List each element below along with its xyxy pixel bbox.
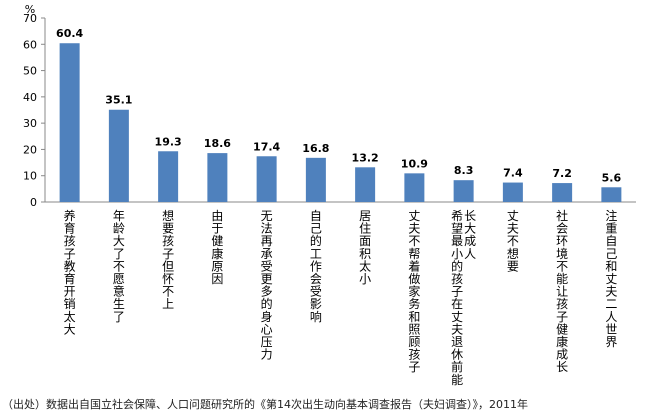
category-label: 丈夫不帮着做家务和照顾孩子 (408, 209, 420, 374)
category-label: 丈夫不想要 (507, 209, 519, 273)
y-tick-label: 20 (23, 143, 37, 156)
category-label: 社会环境不能让孩子健康成长 (556, 208, 568, 374)
y-axis-unit: % (25, 3, 35, 16)
y-tick-label: 70 (23, 12, 37, 25)
bar (355, 167, 376, 202)
bar (305, 157, 326, 202)
bars (59, 43, 622, 203)
data-label: 18.6 (204, 137, 231, 150)
data-label: 17.4 (253, 140, 280, 153)
category-label: 年龄大了不愿意生了 (113, 209, 125, 324)
data-label: 19.3 (155, 135, 182, 148)
y-tick-label: 40 (23, 91, 37, 104)
bar (502, 182, 523, 202)
category-label: 居住面积太小 (359, 209, 371, 286)
category-label: 由于健康原因 (211, 209, 223, 286)
category-label: 想要孩子但怀不上 (162, 208, 174, 311)
y-tick-label: 60 (23, 38, 37, 51)
data-label: 5.6 (602, 171, 622, 184)
bar (158, 151, 179, 202)
category-label: 养育孩子教育开销太大 (64, 208, 76, 336)
category-label: 无法再承受更多的身心压力 (261, 209, 273, 362)
data-label: 13.2 (352, 151, 379, 164)
bar (59, 43, 80, 203)
y-tick-label: 50 (23, 65, 37, 78)
bar (601, 187, 622, 202)
data-label: 7.4 (503, 167, 523, 180)
y-axis: 0 10 20 30 40 50 60 70 (23, 12, 45, 209)
source-note: （出处）数据出自国立社会保障、人口问题研究所的《第14次出生动向基本调查报告（夫… (2, 398, 528, 411)
y-tick-label: 10 (23, 170, 37, 183)
category-label: 希望最小的孩子在丈夫退休前能长大成人 (451, 208, 476, 387)
category-label: 自己的工作会受影响 (310, 209, 322, 324)
bar (404, 173, 425, 202)
data-label: 7.2 (552, 167, 572, 180)
value-labels: 60.4 35.1 19.3 18.6 17.4 16.8 13.2 10.9 8.3 7.4 7.… (56, 27, 621, 184)
y-tick-label: 30 (23, 117, 37, 130)
category-label: 注重自己和丈夫二人世界 (605, 208, 617, 349)
bar (108, 109, 129, 202)
category-labels: 养育孩子教育开销太大 年龄大了不愿意生了 想要孩子但怀不上 由于健康原因 无法再承受更多… (64, 208, 618, 387)
y-tick-label: 0 (30, 196, 37, 209)
bar (453, 180, 474, 202)
data-label: 10.9 (401, 157, 428, 170)
data-label: 35.1 (105, 94, 132, 107)
bar (256, 156, 277, 202)
bar-chart: % 0 10 20 30 40 50 60 70 60.4 35.1 19.3 18.6 17.4 16… (23, 3, 636, 387)
bar (207, 153, 228, 202)
data-label: 8.3 (454, 164, 474, 177)
data-label: 60.4 (56, 27, 83, 40)
data-label: 16.8 (302, 142, 329, 155)
bar (552, 183, 573, 202)
